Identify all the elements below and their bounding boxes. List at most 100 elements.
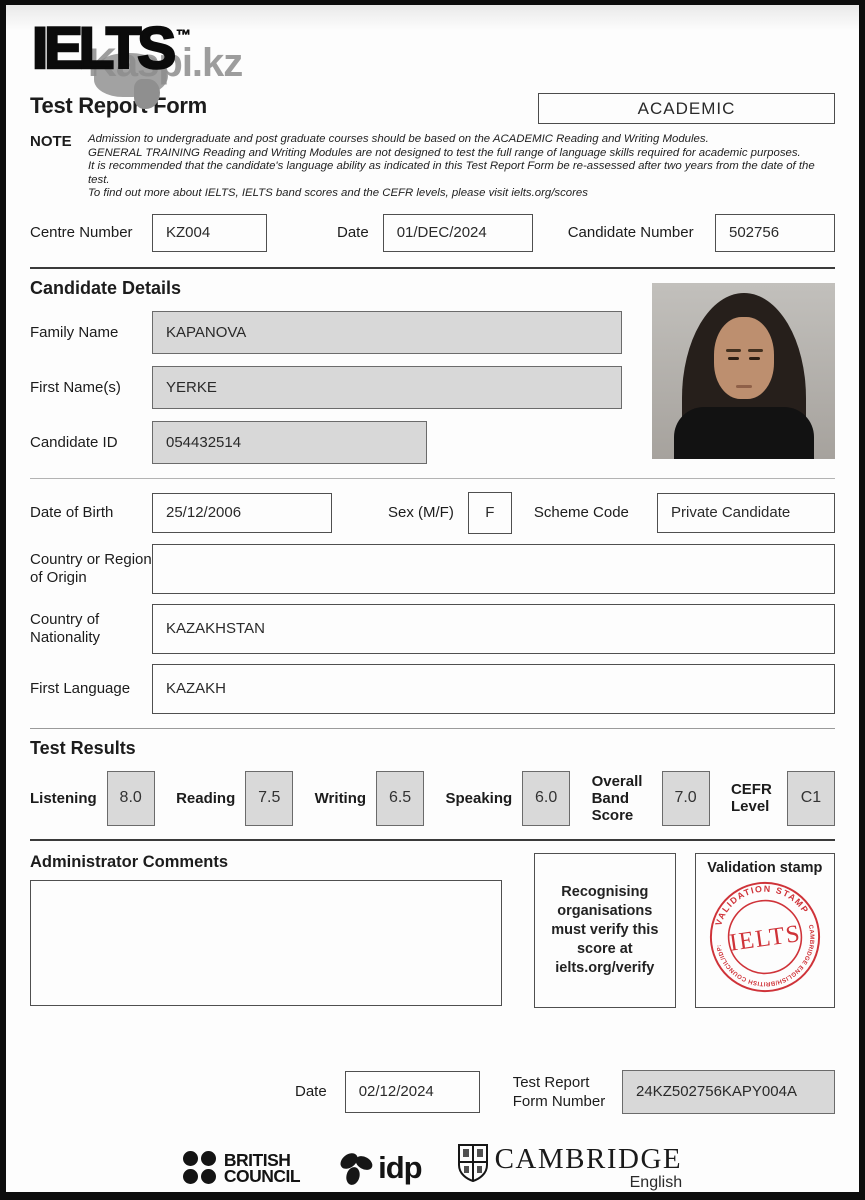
issue-row: Date 02/12/2024 Test Report Form Number … <box>30 1069 835 1114</box>
british-council-dots-icon <box>182 1151 216 1184</box>
candidate-details-heading: Candidate Details <box>30 277 182 298</box>
cambridge-shield-icon <box>457 1143 488 1182</box>
candidate-number-field: 502756 <box>715 213 835 252</box>
note-line: Admission to undergraduate and post grad… <box>88 133 709 145</box>
issue-date-field: 02/12/2024 <box>344 1070 480 1113</box>
speaking-label: Speaking <box>445 789 513 807</box>
date-of-birth-field: 25/12/2006 <box>152 492 332 533</box>
country-origin-label: Country or Region of Origin <box>30 550 152 586</box>
test-results-heading: Test Results <box>30 737 136 758</box>
centre-number-label: Centre Number <box>30 224 133 241</box>
cefr-level-box: C1 <box>786 770 835 826</box>
first-names-label: First Name(s) <box>30 378 121 396</box>
note-text: Admission to undergraduate and post grad… <box>88 133 835 201</box>
nationality-row: Country of Nationality KAZAKHSTAN <box>30 603 835 654</box>
candidate-id-label: Candidate ID <box>30 433 118 451</box>
reading-score: Reading 7.5 <box>176 770 294 826</box>
candidate-id-row: Candidate ID 054432514 <box>30 420 835 464</box>
note-line: It is recommended that the candidate's l… <box>88 160 815 186</box>
country-origin-field <box>152 543 835 594</box>
trf-number-field: 24KZ502756KAPY004A <box>622 1069 835 1114</box>
listening-label: Listening <box>30 789 97 807</box>
kaspi-bird-watermark-icon <box>134 79 160 109</box>
scores-row: Listening 8.0 Reading 7.5 Writing 6.5 Sp… <box>30 770 835 826</box>
idp-logo: idp <box>336 1148 423 1188</box>
validation-stamp-heading: Validation stamp <box>707 859 823 876</box>
reading-score-box: 7.5 <box>245 770 294 826</box>
writing-score: Writing 6.5 <box>314 770 425 826</box>
candidate-id-field: 054432514 <box>152 420 427 464</box>
section-divider <box>30 838 835 841</box>
listening-score-box: 8.0 <box>106 770 155 826</box>
nationality-label: Country of Nationality <box>30 610 101 646</box>
first-names-row: First Name(s) YERKE <box>30 365 835 409</box>
verify-notice: Recognising organisations must verify th… <box>534 852 676 1008</box>
module-badge: ACADEMIC <box>538 93 835 124</box>
page-title: Test Report Form <box>30 93 207 118</box>
registration-row: Centre Number KZ004 Date 01/DEC/2024 Can… <box>30 213 835 252</box>
trademark-symbol: ™ <box>176 27 192 45</box>
first-language-row: First Language KAZAKH <box>30 663 835 714</box>
ielts-logo: IELTS ™ <box>31 15 192 83</box>
overall-band-label: Overall Band Score <box>591 772 643 824</box>
date-of-birth-label: Date of Birth <box>30 504 114 521</box>
date-label: Date <box>337 224 369 241</box>
writing-label: Writing <box>314 789 367 807</box>
sex-label: Sex (M/F) <box>388 504 454 521</box>
validation-stamp-section: Validation stamp VALIDATION STAMP CAMBRI… <box>694 852 835 1008</box>
listening-score: Listening 8.0 <box>30 770 155 826</box>
writing-score-box: 6.5 <box>376 770 425 826</box>
logo-row: Kaspi.kz IELTS ™ <box>30 15 835 109</box>
section-divider <box>30 266 835 269</box>
cambridge-english-label: English <box>629 1173 683 1191</box>
sex-field: F <box>467 491 512 534</box>
cambridge-logo: CAMBRIDGE English <box>457 1142 683 1192</box>
overall-band-score-box: 7.0 <box>661 770 710 826</box>
country-origin-row: Country or Region of Origin <box>30 543 835 594</box>
note-line: To find out more about IELTS, IELTS band… <box>88 187 588 199</box>
stamp-center-text: IELTS <box>727 919 802 956</box>
cefr-level: CEFR Level C1 <box>730 770 835 826</box>
first-names-field: YERKE <box>152 365 622 409</box>
trf-number-label: Test Report Form Number <box>512 1073 606 1110</box>
family-name-label: Family Name <box>30 323 119 341</box>
section-divider <box>30 727 835 729</box>
cefr-level-label: CEFR Level <box>730 781 772 815</box>
family-name-row: Family Name KAPANOVA <box>30 310 835 354</box>
ielts-validation-stamp-icon: VALIDATION STAMP CAMBRIDGE ENGLISH/BRITI… <box>695 866 821 995</box>
overall-band-score: Overall Band Score 7.0 <box>591 770 710 826</box>
section-divider <box>30 477 835 479</box>
speaking-score: Speaking 6.0 <box>445 770 571 826</box>
administrator-comments-heading: Administrator Comments <box>30 852 229 871</box>
cambridge-wordmark: CAMBRIDGE <box>494 1142 683 1175</box>
candidate-number-label: Candidate Number <box>567 224 694 241</box>
speaking-score-box: 6.0 <box>522 770 571 826</box>
partner-logos-row: BRITISH COUNCIL idp <box>30 1142 835 1192</box>
british-council-line1: BRITISH <box>223 1149 291 1170</box>
idp-petals-icon <box>340 1152 373 1185</box>
issue-date-label: Date <box>295 1083 327 1100</box>
family-name-field: KAPANOVA <box>152 310 622 354</box>
first-language-field: KAZAKH <box>152 663 835 714</box>
candidate-details-section: Candidate Details Family Name KAPANOVA F… <box>30 278 835 464</box>
bottom-grid: Administrator Comments Recognising organ… <box>30 852 835 1008</box>
note-section: NOTE Admission to undergraduate and post… <box>30 133 835 201</box>
date-field: 01/DEC/2024 <box>382 213 533 252</box>
note-label: NOTE <box>30 133 72 150</box>
nationality-field: KAZAKHSTAN <box>152 603 835 654</box>
administrator-comments-section: Administrator Comments <box>30 853 502 1008</box>
kaspi-watermark: Kaspi.kz <box>88 41 243 85</box>
first-language-label: First Language <box>30 679 131 697</box>
idp-wordmark: idp <box>378 1149 422 1185</box>
administrator-comments-field <box>30 879 502 1006</box>
reading-label: Reading <box>176 789 236 807</box>
note-line: GENERAL TRAINING Reading and Writing Mod… <box>88 146 801 159</box>
centre-number-field: KZ004 <box>152 213 267 252</box>
scheme-code-label: Scheme Code <box>533 504 629 521</box>
british-council-logo: BRITISH COUNCIL <box>182 1149 301 1186</box>
british-council-line2: COUNCIL <box>223 1165 301 1186</box>
scheme-code-field: Private Candidate <box>657 492 835 533</box>
dob-row: Date of Birth 25/12/2006 Sex (M/F) F Sch… <box>30 491 835 534</box>
title-row: Test Report Form ACADEMIC <box>30 93 835 124</box>
